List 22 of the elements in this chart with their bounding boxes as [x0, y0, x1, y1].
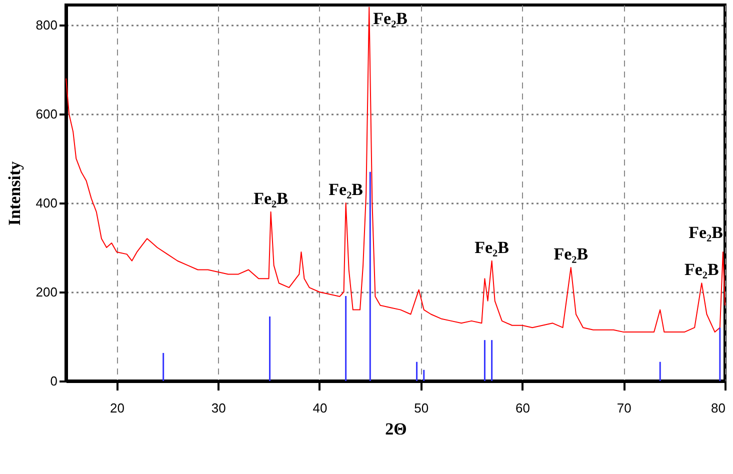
x-tick-label: 80 [711, 400, 726, 416]
line-series [66, 6, 726, 333]
y-tick-label: 0 [50, 374, 58, 388]
y-tick-label: 400 [36, 196, 58, 211]
x-tick-label: 30 [211, 400, 226, 416]
x-tick-label: 70 [616, 400, 632, 416]
y-tick-label: 200 [36, 284, 58, 300]
x-tick-label: 40 [312, 400, 328, 416]
annotation: Fe₂B [328, 180, 364, 200]
x-tick-label: 60 [515, 400, 530, 416]
annotation: Fe₂B [474, 238, 510, 257]
annotation: Fe₂B [684, 260, 719, 280]
annotation: Fe₂B [373, 9, 408, 28]
annotation: Fe₂B [688, 222, 723, 242]
y-tick-label: 800 [36, 18, 58, 33]
annotation: Fe₂B [554, 244, 588, 264]
annotation: Fe₂B [254, 188, 288, 208]
y-tick-label: 600 [36, 106, 58, 122]
y-axis-title: Intensity [4, 160, 24, 226]
x-axis-title: 2Θ [385, 420, 407, 438]
x-tick-label: 20 [110, 400, 124, 416]
x-tick-label: 50 [414, 400, 429, 416]
